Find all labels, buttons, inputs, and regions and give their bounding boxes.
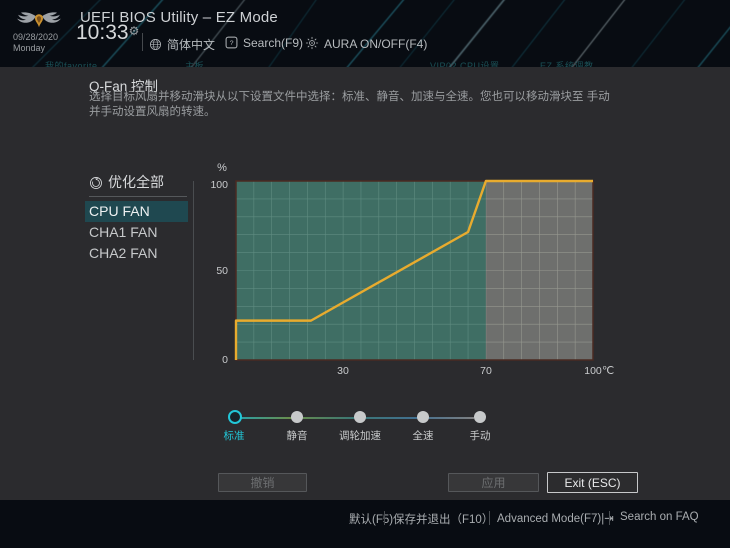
svg-text:100: 100 (210, 179, 228, 191)
svg-text:30: 30 (337, 365, 349, 377)
svg-text:%: % (217, 162, 227, 174)
svg-text:50: 50 (216, 265, 228, 277)
svg-text:℃: ℃ (602, 365, 614, 377)
svg-text:70: 70 (480, 365, 492, 377)
svg-text:0: 0 (222, 354, 228, 366)
svg-text:?: ? (230, 40, 234, 47)
svg-text:100: 100 (584, 365, 602, 377)
